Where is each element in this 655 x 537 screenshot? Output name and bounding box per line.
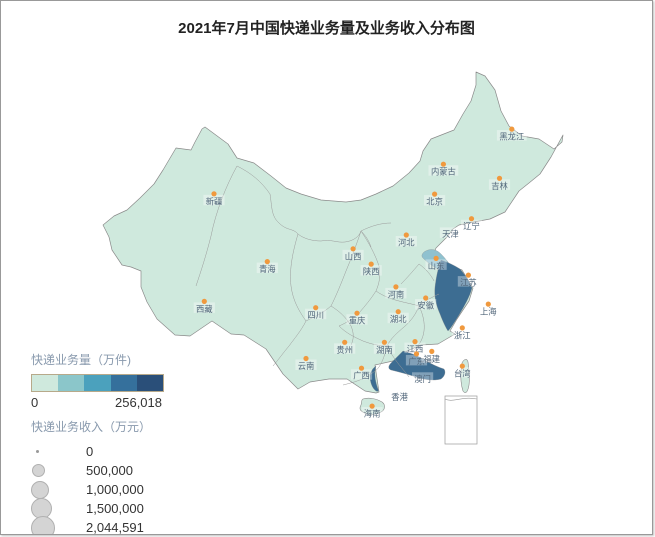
svg-text:河北: 河北 xyxy=(398,238,415,248)
svg-text:黑龙江: 黑龙江 xyxy=(499,132,524,142)
svg-text:重庆: 重庆 xyxy=(349,316,366,326)
svg-text:台湾: 台湾 xyxy=(454,369,471,379)
svg-text:山东: 山东 xyxy=(428,261,445,271)
svg-text:新疆: 新疆 xyxy=(206,196,223,206)
svg-text:河南: 河南 xyxy=(388,289,405,299)
svg-text:内蒙古: 内蒙古 xyxy=(431,167,456,177)
svg-text:上海: 上海 xyxy=(480,307,497,317)
svg-text:湖南: 湖南 xyxy=(376,345,393,355)
svg-text:陕西: 陕西 xyxy=(363,267,380,277)
svg-text:江苏: 江苏 xyxy=(460,278,477,288)
svg-text:青海: 青海 xyxy=(259,264,276,274)
svg-text:贵州: 贵州 xyxy=(336,345,353,355)
svg-text:湖北: 湖北 xyxy=(390,314,407,324)
svg-text:天津: 天津 xyxy=(442,229,459,239)
svg-text:四川: 四川 xyxy=(307,310,324,320)
svg-text:海南: 海南 xyxy=(364,409,381,419)
svg-text:安徽: 安徽 xyxy=(417,301,434,311)
svg-text:山西: 山西 xyxy=(345,251,362,261)
svg-text:吉林: 吉林 xyxy=(491,181,508,191)
svg-text:福建: 福建 xyxy=(423,354,440,364)
svg-text:浙江: 浙江 xyxy=(454,330,471,340)
svg-text:澳门: 澳门 xyxy=(414,374,431,384)
svg-text:西藏: 西藏 xyxy=(196,304,213,314)
svg-text:辽宁: 辽宁 xyxy=(463,221,480,231)
svg-text:北京: 北京 xyxy=(426,197,443,207)
svg-text:广西: 广西 xyxy=(353,371,370,381)
svg-text:香港: 香港 xyxy=(391,392,408,402)
svg-text:云南: 云南 xyxy=(298,361,315,371)
